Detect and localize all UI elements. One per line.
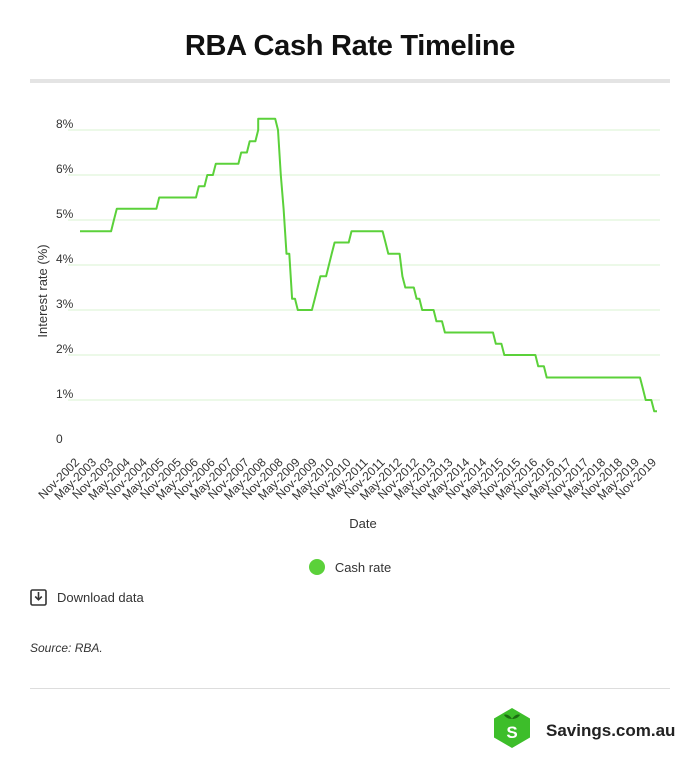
x-axis-label: Date <box>349 516 376 531</box>
legend-label: Cash rate <box>334 559 392 575</box>
y-axis-ticks: 0 1% 2% 3% 4% 5% 6% 8% <box>56 117 74 446</box>
y-tick-label: 3% <box>56 297 74 311</box>
title-divider <box>30 79 670 83</box>
download-data-button[interactable]: Download data <box>30 589 144 606</box>
brand-logo[interactable]: S Savings.com.au <box>490 706 675 755</box>
y-tick-label: 1% <box>56 387 74 401</box>
footer-divider <box>30 688 670 689</box>
logo-letter: S <box>506 723 517 742</box>
source-note: Source: RBA. <box>30 641 103 655</box>
y-tick-label: 6% <box>56 162 74 176</box>
y-tick-label: 0 <box>56 432 63 446</box>
chart-series <box>80 117 657 413</box>
brand-name: Savings.com.au <box>546 720 676 740</box>
y-tick-label: 8% <box>56 117 74 131</box>
legend-swatch <box>308 559 325 575</box>
download-icon <box>30 589 47 606</box>
download-label: Download data <box>57 590 144 605</box>
chart-gridlines <box>68 129 660 401</box>
leaf-logo-icon: S <box>490 706 534 755</box>
chart-legend[interactable]: Cash rate <box>0 559 700 575</box>
line-chart: 0 1% 2% 3% 4% 5% 6% 8% Nov-2002May-2003Nov-2003… <box>35 117 660 531</box>
x-axis-ticks: Nov-2002May-2003Nov-2003May-2004Nov-2004… <box>35 455 659 503</box>
y-tick-label: 2% <box>56 342 74 356</box>
chart-title: RBA Cash Rate Timeline <box>184 30 516 62</box>
y-tick-label: 5% <box>56 207 74 221</box>
y-tick-label: 4% <box>56 252 74 266</box>
y-axis-label: Interest rate (%) <box>35 244 50 337</box>
series-line-cash-rate[interactable] <box>80 117 657 413</box>
